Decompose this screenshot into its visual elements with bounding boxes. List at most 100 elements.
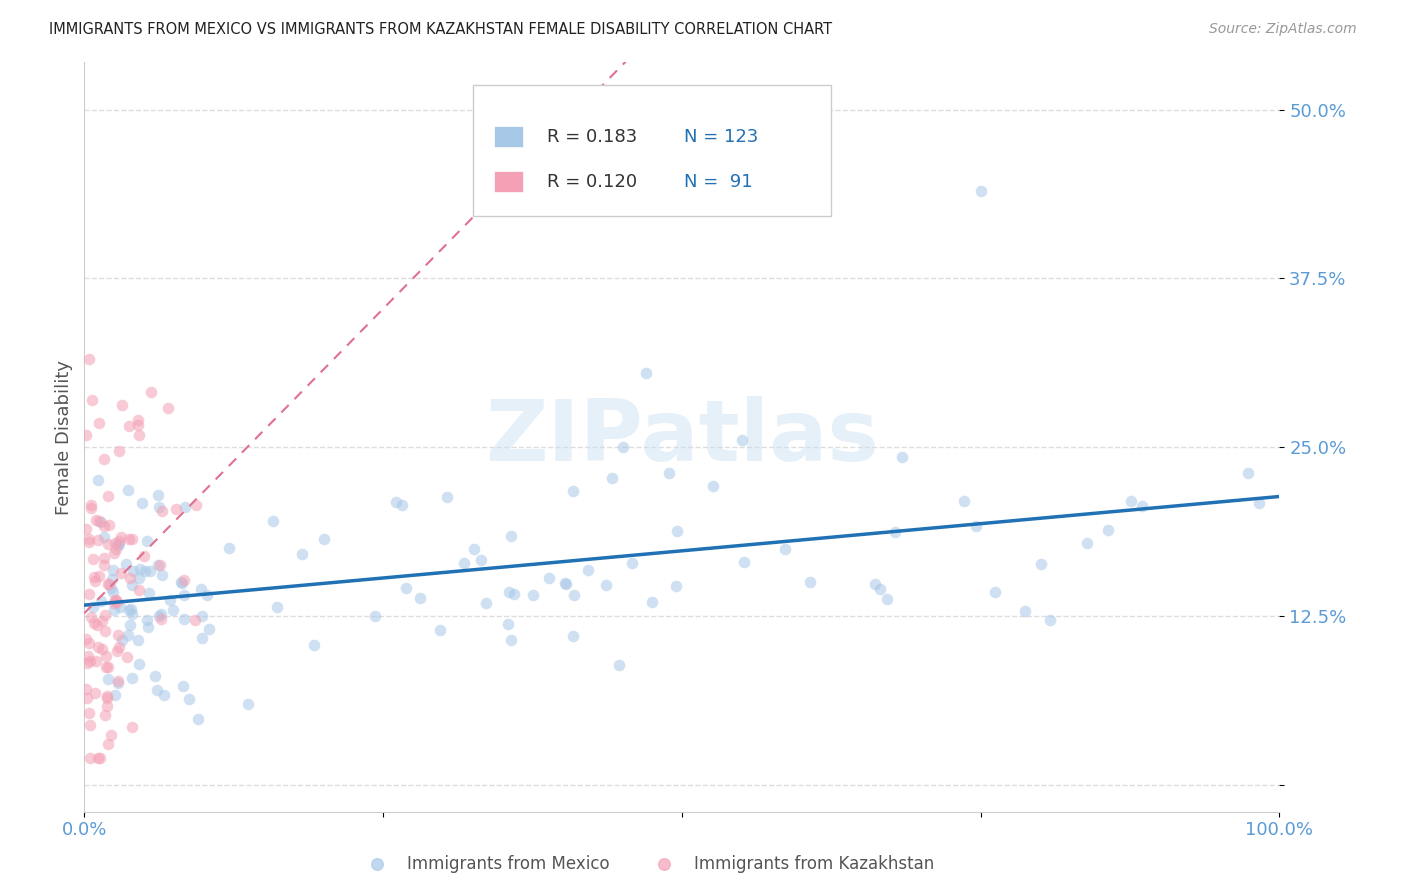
Point <box>187 712 209 726</box>
Point <box>499 529 522 543</box>
Point <box>94 659 117 673</box>
Point <box>79 587 101 601</box>
Point <box>538 571 561 585</box>
Point <box>173 573 195 587</box>
Point <box>385 495 408 509</box>
Point <box>76 649 98 664</box>
Point <box>891 450 914 465</box>
Text: R = 0.183: R = 0.183 <box>547 128 637 145</box>
Point <box>86 618 108 632</box>
Point <box>101 572 124 586</box>
FancyBboxPatch shape <box>495 171 523 192</box>
Point <box>108 536 131 550</box>
Point <box>97 660 120 674</box>
Point <box>94 648 117 663</box>
Point <box>76 691 98 706</box>
Point <box>150 568 173 582</box>
Point <box>621 556 644 570</box>
Point <box>173 587 195 601</box>
Point <box>555 577 578 591</box>
Point <box>128 571 150 585</box>
Point <box>97 577 120 591</box>
Point <box>501 633 523 648</box>
Point <box>103 603 125 617</box>
Point <box>121 720 143 734</box>
Point <box>595 578 617 592</box>
Point <box>87 416 110 430</box>
Point <box>600 471 623 485</box>
Point <box>165 501 187 516</box>
Point <box>150 504 173 518</box>
Point <box>84 513 107 527</box>
Point <box>93 519 115 533</box>
Text: Immigrants from Mexico: Immigrants from Mexico <box>408 855 610 873</box>
Text: ZIPatlas: ZIPatlas <box>485 395 879 479</box>
Point <box>84 574 107 588</box>
Point <box>100 581 122 595</box>
Point <box>79 654 101 668</box>
Point <box>1249 496 1271 510</box>
Point <box>652 872 675 887</box>
Point <box>75 427 97 442</box>
Point <box>87 533 110 548</box>
Point <box>96 690 118 705</box>
Point <box>104 689 127 703</box>
Point <box>173 612 195 626</box>
Point <box>1097 524 1119 538</box>
Point <box>104 593 127 607</box>
Point <box>107 673 129 688</box>
Point <box>496 617 519 632</box>
Point <box>172 679 194 693</box>
Point <box>576 563 599 577</box>
Point <box>117 533 139 547</box>
Point <box>103 585 125 599</box>
Point <box>110 530 132 544</box>
Point <box>108 443 131 458</box>
Point <box>184 613 207 627</box>
Point <box>79 706 101 720</box>
Point <box>612 440 634 454</box>
Point <box>162 603 184 617</box>
Point <box>146 488 169 502</box>
Point <box>304 638 326 652</box>
Point <box>97 537 120 551</box>
Point <box>94 608 117 623</box>
Point <box>733 555 755 569</box>
Point <box>498 584 520 599</box>
Point <box>658 467 681 481</box>
Point <box>120 602 142 616</box>
Point <box>143 668 166 682</box>
Point <box>97 673 120 687</box>
Point <box>522 588 544 602</box>
Point <box>94 624 117 639</box>
Point <box>503 587 526 601</box>
Text: R = 0.120: R = 0.120 <box>547 172 637 191</box>
Point <box>77 352 100 367</box>
Point <box>970 184 993 198</box>
Point <box>148 558 170 573</box>
Point <box>80 610 103 624</box>
Point <box>666 524 689 539</box>
Point <box>391 498 413 512</box>
Point <box>104 542 127 557</box>
Point <box>173 500 195 514</box>
Point <box>105 595 128 609</box>
Point <box>799 575 821 590</box>
Point <box>884 524 907 539</box>
Point <box>562 484 585 499</box>
Text: Immigrants from Kazakhstan: Immigrants from Kazakhstan <box>695 855 934 873</box>
Point <box>1119 494 1142 508</box>
Point <box>869 582 891 597</box>
Point <box>1130 499 1153 513</box>
Text: IMMIGRANTS FROM MEXICO VS IMMIGRANTS FROM KAZAKHSTAN FEMALE DISABILITY CORRELATI: IMMIGRANTS FROM MEXICO VS IMMIGRANTS FRO… <box>49 22 832 37</box>
Point <box>105 592 128 607</box>
Point <box>702 479 724 493</box>
Point <box>107 538 129 552</box>
Point <box>191 631 214 645</box>
Point <box>641 595 664 609</box>
Point <box>107 628 129 642</box>
Point <box>118 603 141 617</box>
Point <box>139 564 162 578</box>
Point <box>89 750 111 764</box>
Point <box>953 494 976 508</box>
